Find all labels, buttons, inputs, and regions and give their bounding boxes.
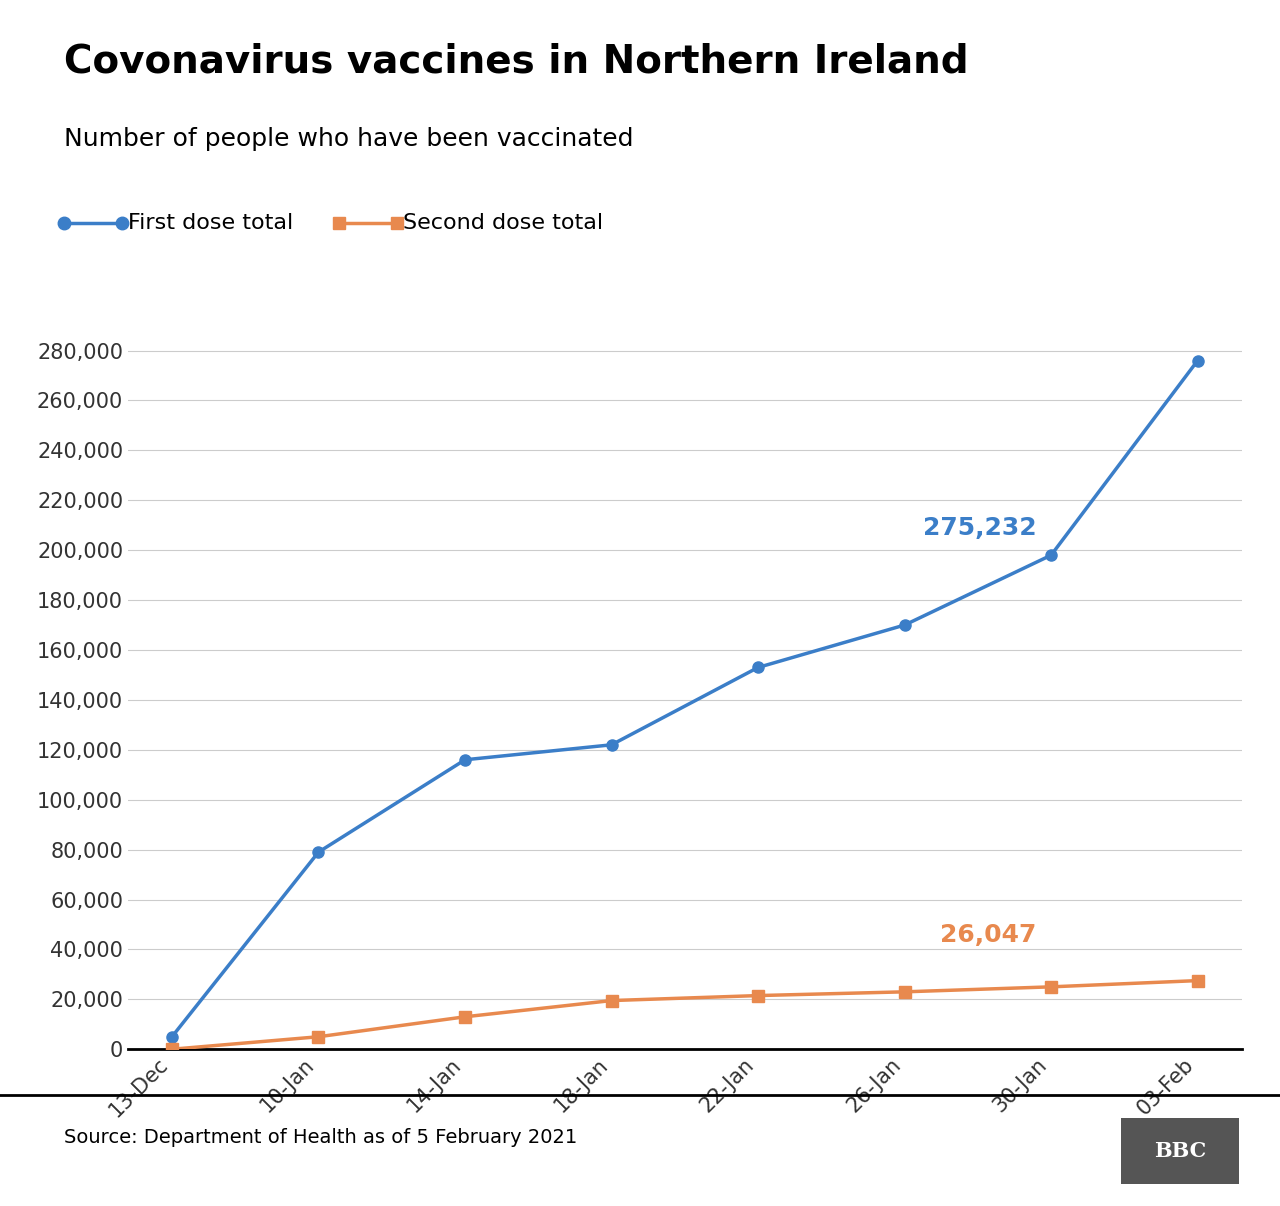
Text: BBC: BBC [1155,1141,1206,1161]
Text: 26,047: 26,047 [940,923,1037,947]
Text: First dose total: First dose total [128,213,293,233]
Text: Source: Department of Health as of 5 February 2021: Source: Department of Health as of 5 Feb… [64,1128,577,1147]
Text: Number of people who have been vaccinated: Number of people who have been vaccinate… [64,127,634,151]
Text: Second dose total: Second dose total [403,213,603,233]
Text: 275,232: 275,232 [923,516,1037,540]
Text: Covonavirus vaccines in Northern Ireland: Covonavirus vaccines in Northern Ireland [64,42,969,81]
